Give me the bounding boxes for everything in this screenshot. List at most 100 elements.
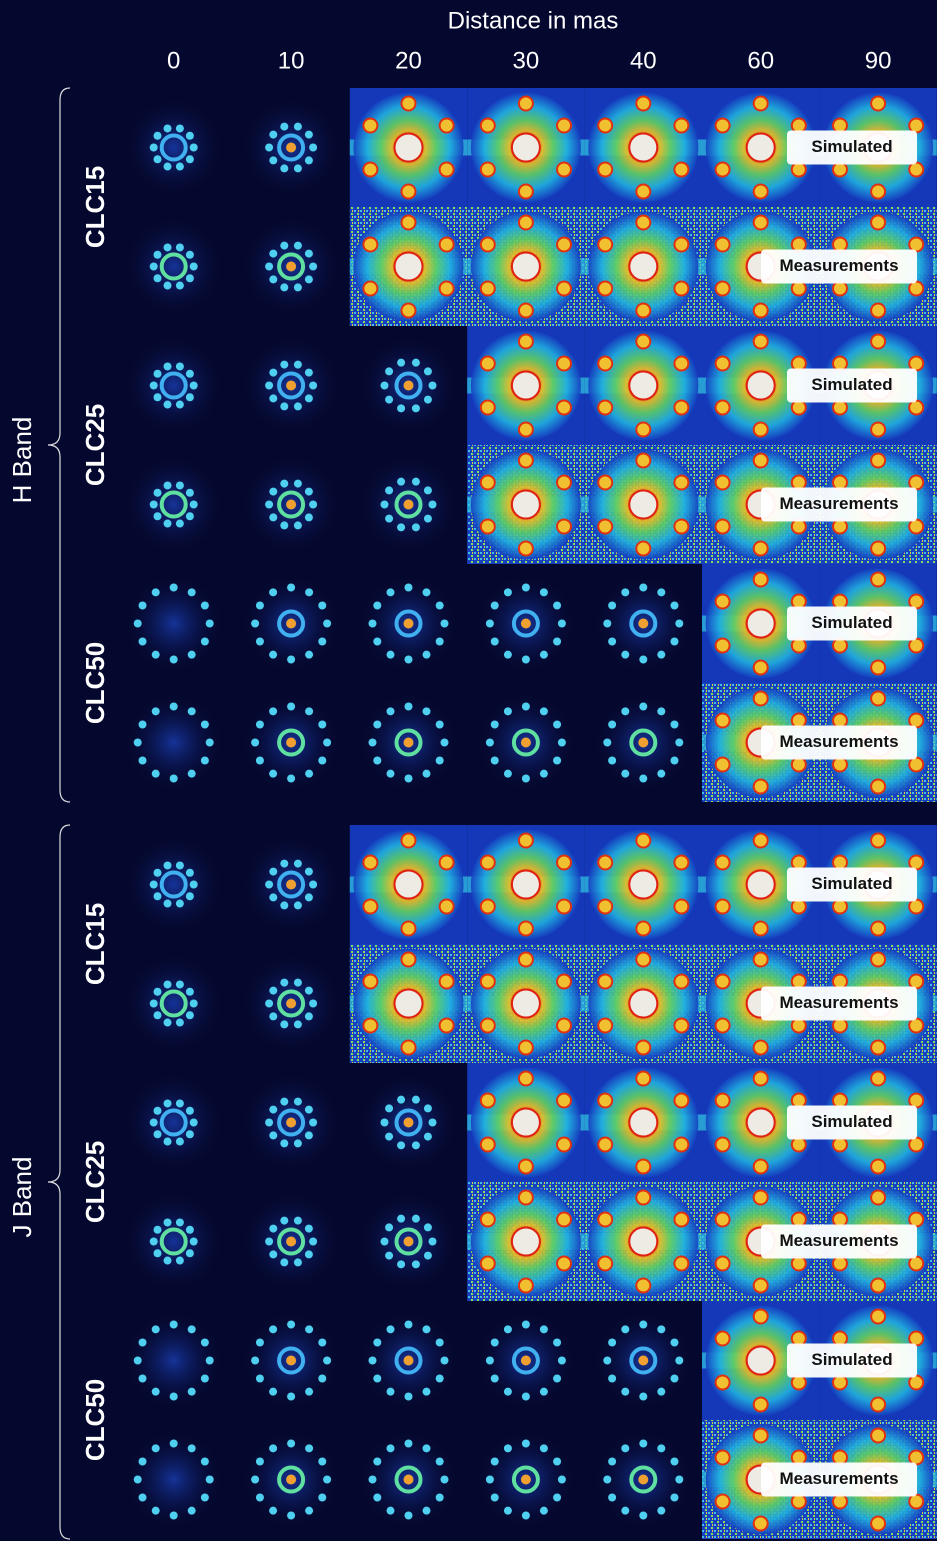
psf-speckle xyxy=(188,588,196,596)
psf-speckle xyxy=(186,1107,194,1115)
psf-speckle xyxy=(305,987,313,995)
psf-lobe xyxy=(557,1213,571,1227)
psf-lobe xyxy=(481,1094,495,1108)
psf-speckle xyxy=(186,988,194,996)
psf-speckle xyxy=(206,739,214,747)
psf-lobe xyxy=(519,834,533,848)
psf-speckle xyxy=(381,382,389,390)
psf-lobe xyxy=(519,335,533,349)
psf-center xyxy=(747,1347,775,1375)
psf-lobe xyxy=(674,476,688,490)
psf-lobe xyxy=(754,692,768,706)
psf-speckle xyxy=(294,361,302,369)
psf-speckle xyxy=(385,486,393,494)
psf-speckle xyxy=(540,770,548,778)
psf-lobe xyxy=(402,953,416,967)
psf-lobe xyxy=(716,1257,730,1271)
psf-lobe xyxy=(754,922,768,936)
psf-speckle xyxy=(491,1458,499,1466)
psf-speckle xyxy=(381,1238,389,1246)
psf-lobe xyxy=(792,1019,806,1033)
psf-lobe xyxy=(598,163,612,177)
psf-speckle xyxy=(265,1238,273,1246)
psf-lobe xyxy=(754,454,768,468)
psf-lobe xyxy=(909,119,923,133)
row-tag: Simulated xyxy=(811,874,892,893)
psf-lobe xyxy=(833,1332,847,1346)
psf-speckle xyxy=(269,1325,277,1333)
psf-speckle xyxy=(369,739,377,747)
psf-speckle xyxy=(323,1476,331,1484)
psf-speckle xyxy=(186,489,194,497)
psf-speckle xyxy=(190,1119,198,1127)
psf-speckle xyxy=(385,367,393,375)
psf-lobe xyxy=(871,953,885,967)
column-label: 10 xyxy=(278,47,305,74)
psf-lobe xyxy=(909,714,923,728)
psf-lobe xyxy=(871,1160,885,1174)
psf-lobe xyxy=(557,476,571,490)
psf-lobe xyxy=(481,1213,495,1227)
psf-speckle xyxy=(269,513,277,521)
psf-lobe xyxy=(402,185,416,199)
psf-speckle xyxy=(256,757,264,765)
group-label: CLC15 xyxy=(80,903,110,985)
psf-speckle xyxy=(176,861,184,869)
psf-speckle xyxy=(265,1000,273,1008)
psf-speckle xyxy=(385,396,393,404)
psf-speckle xyxy=(441,739,449,747)
psf-lobe xyxy=(557,119,571,133)
psf-speckle xyxy=(164,900,172,908)
column-label: 30 xyxy=(513,47,540,74)
psf-lobe xyxy=(754,542,768,556)
psf-center xyxy=(512,871,540,899)
psf-lobe xyxy=(909,1376,923,1390)
psf-speckle xyxy=(280,979,288,987)
psf-lobe xyxy=(833,900,847,914)
psf-speckle xyxy=(280,1139,288,1147)
psf-lobe xyxy=(402,922,416,936)
psf-lobe xyxy=(754,335,768,349)
psf-lobe xyxy=(909,856,923,870)
psf-speckle xyxy=(188,770,196,778)
psf-speckle xyxy=(164,163,172,171)
psf-speckle xyxy=(186,1130,194,1138)
psf-speckle xyxy=(164,243,172,251)
psf-lobe xyxy=(833,476,847,490)
psf-speckle xyxy=(412,478,420,486)
psf-speckle xyxy=(491,721,499,729)
psf-speckle xyxy=(265,501,273,509)
psf-lobe xyxy=(636,216,650,230)
psf-lobe xyxy=(674,1213,688,1227)
psf-speckle xyxy=(170,1512,178,1520)
psf-speckle xyxy=(381,501,389,509)
psf-center xyxy=(629,491,657,519)
psf-speckle xyxy=(436,1339,444,1347)
psf-core xyxy=(521,619,531,629)
psf-speckle xyxy=(504,1388,512,1396)
psf-lobe xyxy=(674,1138,688,1152)
psf-speckle xyxy=(608,1375,616,1383)
psf-speckle xyxy=(553,1458,561,1466)
psf-speckle xyxy=(436,1458,444,1466)
psf-speckle xyxy=(486,620,494,628)
psf-speckle xyxy=(251,620,259,628)
psf-speckle xyxy=(269,250,277,258)
psf-speckle xyxy=(269,1225,277,1233)
psf-speckle xyxy=(405,1393,413,1401)
psf-core xyxy=(286,1237,296,1247)
psf-speckle xyxy=(423,1444,431,1452)
psf-speckle xyxy=(256,638,264,646)
psf-speckle xyxy=(621,770,629,778)
psf-speckle xyxy=(164,980,172,988)
psf-lobe xyxy=(636,953,650,967)
page: Distance in mas 0102030406090H BandCLC15… xyxy=(0,0,937,1541)
psf-speckle xyxy=(504,1507,512,1515)
psf-lobe xyxy=(716,1094,730,1108)
psf-speckle xyxy=(152,1444,160,1452)
psf-speckle xyxy=(424,367,432,375)
psf-speckle xyxy=(190,382,198,390)
psf-lobe xyxy=(598,1019,612,1033)
psf-speckle xyxy=(387,770,395,778)
psf-speckle xyxy=(657,651,665,659)
